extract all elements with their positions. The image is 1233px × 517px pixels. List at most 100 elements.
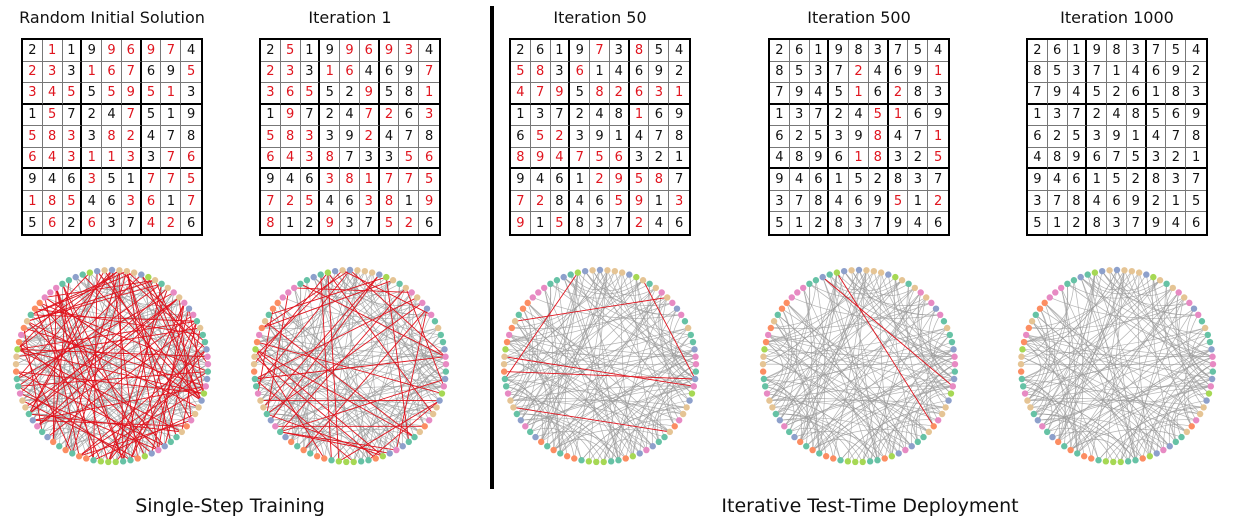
graph-node bbox=[1029, 318, 1035, 324]
graph-node bbox=[16, 339, 22, 345]
grid-cell: 6 bbox=[1048, 40, 1068, 62]
grid-cell: 3 bbox=[908, 169, 928, 191]
graph-node bbox=[685, 325, 691, 331]
graph-node bbox=[34, 423, 40, 429]
grid-cell: 8 bbox=[1028, 62, 1048, 84]
grid-cell: 7 bbox=[161, 169, 181, 191]
graph-node bbox=[438, 332, 444, 338]
graph-node bbox=[13, 361, 19, 367]
graph-node bbox=[432, 318, 438, 324]
grid-cell: 7 bbox=[380, 169, 400, 191]
grid-cell: 6 bbox=[340, 191, 360, 213]
grid-cell: 6 bbox=[790, 40, 810, 62]
grid-cell: 4 bbox=[102, 105, 122, 127]
grid-cell: 6 bbox=[380, 62, 400, 84]
grid-cell: 1 bbox=[43, 40, 63, 62]
graph-node bbox=[400, 443, 406, 449]
grid-cell: 2 bbox=[1028, 40, 1048, 62]
graph-node bbox=[1208, 383, 1214, 389]
grid-cell: 6 bbox=[770, 126, 790, 148]
grid-cell: 6 bbox=[181, 212, 201, 234]
graph-node bbox=[50, 439, 56, 445]
graph-node bbox=[44, 434, 50, 440]
graph-node bbox=[813, 277, 819, 283]
panel-title: Iteration 500 bbox=[759, 8, 959, 27]
grid-cell: 7 bbox=[928, 169, 948, 191]
graph-node bbox=[162, 443, 168, 449]
graph-node bbox=[902, 447, 908, 453]
grid-cell: 2 bbox=[63, 212, 83, 234]
graph-node bbox=[1022, 390, 1028, 396]
grid-cell: 2 bbox=[122, 126, 142, 148]
grid-cell: 3 bbox=[63, 62, 83, 84]
graph-node bbox=[390, 277, 396, 283]
grid-cell: 1 bbox=[610, 126, 630, 148]
grid-cell: 8 bbox=[1147, 169, 1167, 191]
graph-node bbox=[1203, 397, 1209, 403]
graph-node bbox=[944, 325, 950, 331]
grid-cell: 9 bbox=[281, 105, 301, 127]
grid-cell: 2 bbox=[1127, 169, 1147, 191]
graph-node bbox=[1027, 404, 1033, 410]
graph-node bbox=[188, 417, 194, 423]
graph-node bbox=[42, 294, 48, 300]
graph-node bbox=[535, 289, 541, 295]
graph-node bbox=[803, 443, 809, 449]
grid-cell: 3 bbox=[23, 83, 43, 105]
graph-node bbox=[619, 269, 625, 275]
graph-node bbox=[113, 459, 119, 465]
graph-node bbox=[253, 383, 259, 389]
grid-cell: 1 bbox=[1166, 191, 1186, 213]
grid-cell: 4 bbox=[531, 169, 551, 191]
graph-node bbox=[1143, 271, 1149, 277]
grid-cell: 5 bbox=[790, 62, 810, 84]
grid-cell: 8 bbox=[849, 40, 869, 62]
grid-cell: 3 bbox=[320, 126, 340, 148]
graph-node bbox=[435, 325, 441, 331]
graph-node bbox=[615, 457, 621, 463]
graph-node bbox=[94, 268, 100, 274]
graph-node bbox=[280, 294, 286, 300]
grid-cell: 4 bbox=[829, 191, 849, 213]
graph-node bbox=[912, 285, 918, 291]
graph-node bbox=[190, 312, 196, 318]
graph-node bbox=[205, 361, 211, 367]
grid-cell: 3 bbox=[829, 126, 849, 148]
graph-node bbox=[1071, 277, 1077, 283]
grid-cell: 9 bbox=[1048, 83, 1068, 105]
grid-cell: 9 bbox=[630, 191, 650, 213]
grid-cell: 1 bbox=[889, 105, 909, 127]
graph-node bbox=[626, 271, 632, 277]
grid-cell: 9 bbox=[649, 62, 669, 84]
panel-title: Iteration 50 bbox=[500, 8, 700, 27]
grid-cell: 6 bbox=[102, 62, 122, 84]
graph-node bbox=[1088, 455, 1094, 461]
grid-cell: 9 bbox=[419, 191, 439, 213]
graph-node bbox=[530, 294, 536, 300]
graph-node bbox=[856, 267, 862, 273]
grid-cell: 2 bbox=[829, 105, 849, 127]
graph-node bbox=[1157, 277, 1163, 283]
graph-node bbox=[22, 404, 28, 410]
graph-node bbox=[1024, 397, 1030, 403]
graph-node bbox=[683, 404, 689, 410]
grid-cell: 9 bbox=[380, 40, 400, 62]
constraint-graph bbox=[500, 258, 700, 476]
graph-node bbox=[1033, 312, 1039, 318]
grid-cell: 9 bbox=[790, 83, 810, 105]
graph-node bbox=[417, 429, 423, 435]
graph-node bbox=[90, 457, 96, 463]
grid-cell: 9 bbox=[122, 83, 142, 105]
grid-cell: 4 bbox=[1147, 126, 1167, 148]
graph-node bbox=[509, 325, 515, 331]
graph-node bbox=[135, 455, 141, 461]
graph-node bbox=[138, 271, 144, 277]
grid-cell: 7 bbox=[340, 148, 360, 170]
grid-cell: 3 bbox=[43, 62, 63, 84]
graph-node bbox=[762, 383, 768, 389]
graph-node bbox=[171, 289, 177, 295]
graph-node bbox=[1081, 453, 1087, 459]
grid-cell: 9 bbox=[570, 40, 590, 62]
grid-cell: 3 bbox=[770, 191, 790, 213]
